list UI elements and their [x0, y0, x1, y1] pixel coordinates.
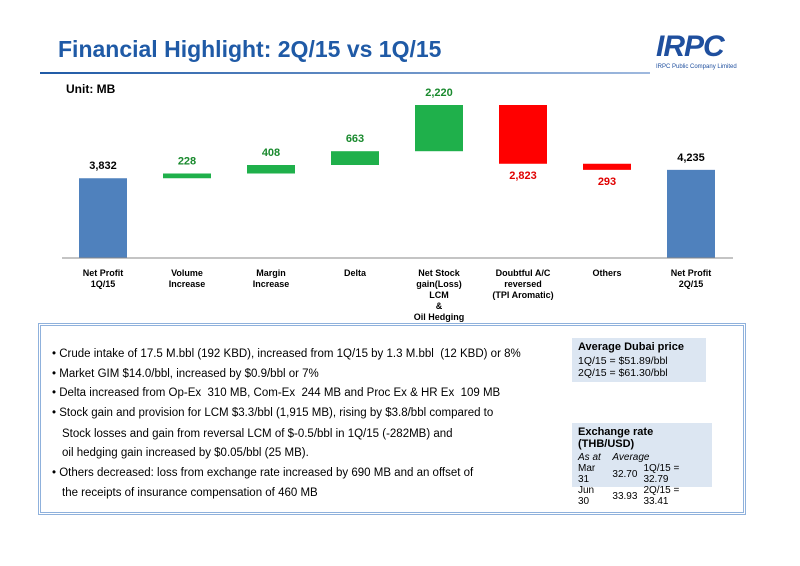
value-label: 2,823: [509, 170, 537, 182]
value-label: 4,235: [677, 152, 705, 164]
bullet-line: Stock losses and gain from reversal LCM …: [62, 427, 453, 440]
title-rule: [40, 72, 650, 74]
dubai-row: 1Q/15 = $51.89/bbl: [578, 355, 668, 367]
bullet-line: Stock gain and provision for LCM $3.3/bb…: [52, 407, 493, 419]
category-label: Margin Increase: [252, 268, 290, 289]
exchange-cell: Jun 30: [578, 485, 595, 507]
bullet-line: Market GIM $14.0/bbl, increased by $0.9/…: [52, 368, 319, 380]
category-label: Doubtful A/C reversed (TPI Aromatic): [492, 268, 554, 300]
dubai-row: 2Q/15 = $61.30/bbl: [578, 367, 668, 379]
exchange-header-cell: Average: [612, 452, 650, 463]
notes-box: [38, 323, 746, 515]
exchange-row: Mar 31 32.70 1Q/15 = 32.79: [578, 463, 706, 485]
exchange-table: As at Average Mar 31 32.70 1Q/15 = 32.79 Jun …: [578, 452, 706, 507]
bullet-line: the receipts of insurance compensation o…: [62, 486, 318, 499]
exchange-cell: 2Q/15 = 33.41: [643, 485, 680, 507]
dubai-title: Average Dubai price: [578, 341, 684, 353]
category-label: Net Profit 1Q/15: [82, 268, 124, 289]
title: Financial Highlight: 2Q/15 vs 1Q/15: [58, 36, 442, 62]
bar: [667, 169, 715, 258]
exchange-cell: Mar 31: [578, 463, 596, 485]
bar: [163, 173, 211, 179]
value-label: 663: [346, 133, 364, 145]
value-label: 408: [262, 147, 280, 159]
category-label: Net Stock gain(Loss) LCM & Oil Hedging: [413, 268, 465, 322]
bar: [247, 165, 295, 174]
exchange-title: Exchange rate (THB/USD): [578, 426, 654, 450]
logo: IRPC: [656, 30, 725, 63]
exchange-header-cell: As at: [578, 452, 601, 463]
category-label: Volume Increase: [168, 268, 206, 289]
bar: [583, 163, 631, 170]
chart: 3,832 228 408 663 2,220 2,823 293 4,235: [62, 87, 733, 259]
category-label: Others: [592, 268, 622, 278]
exchange-box: Exchange rate (THB/USD) As at Average Mar …: [572, 423, 712, 507]
bar: [79, 178, 127, 258]
company-name: IRPC Public Company Limited: [656, 64, 737, 70]
bullet-line: Delta increased from Op-Ex 310 MB, Com-E…: [52, 387, 500, 399]
value-label: 3,832: [89, 160, 117, 172]
bullet-line: oil hedging gain increased by $0.05/bbl …: [62, 447, 309, 459]
exchange-header: As at Average: [578, 452, 706, 463]
exchange-cell: 1Q/15 = 32.79: [643, 463, 680, 485]
bar: [331, 151, 379, 166]
value-label: 2,220: [425, 87, 453, 99]
exchange-cell: 32.70: [612, 468, 638, 480]
category-label: Net Profit 2Q/15: [670, 268, 712, 289]
bar: [499, 105, 547, 164]
unit-label: Unit: MB: [66, 82, 116, 96]
bar: [415, 105, 463, 152]
bullet-line: Others decreased: loss from exchange rat…: [52, 467, 473, 479]
value-label: 293: [598, 176, 616, 188]
category-label: Delta: [343, 268, 366, 278]
dubai-box: Average Dubai price 1Q/15 = $51.89/bbl 2Q…: [572, 338, 706, 382]
exchange-row: Jun 30 33.93 2Q/15 = 33.41: [578, 485, 706, 507]
bullet-line: Crude intake of 17.5 M.bbl (192 KBD), in…: [52, 348, 521, 360]
exchange-cell: 33.93: [612, 490, 638, 502]
value-label: 228: [178, 155, 196, 167]
